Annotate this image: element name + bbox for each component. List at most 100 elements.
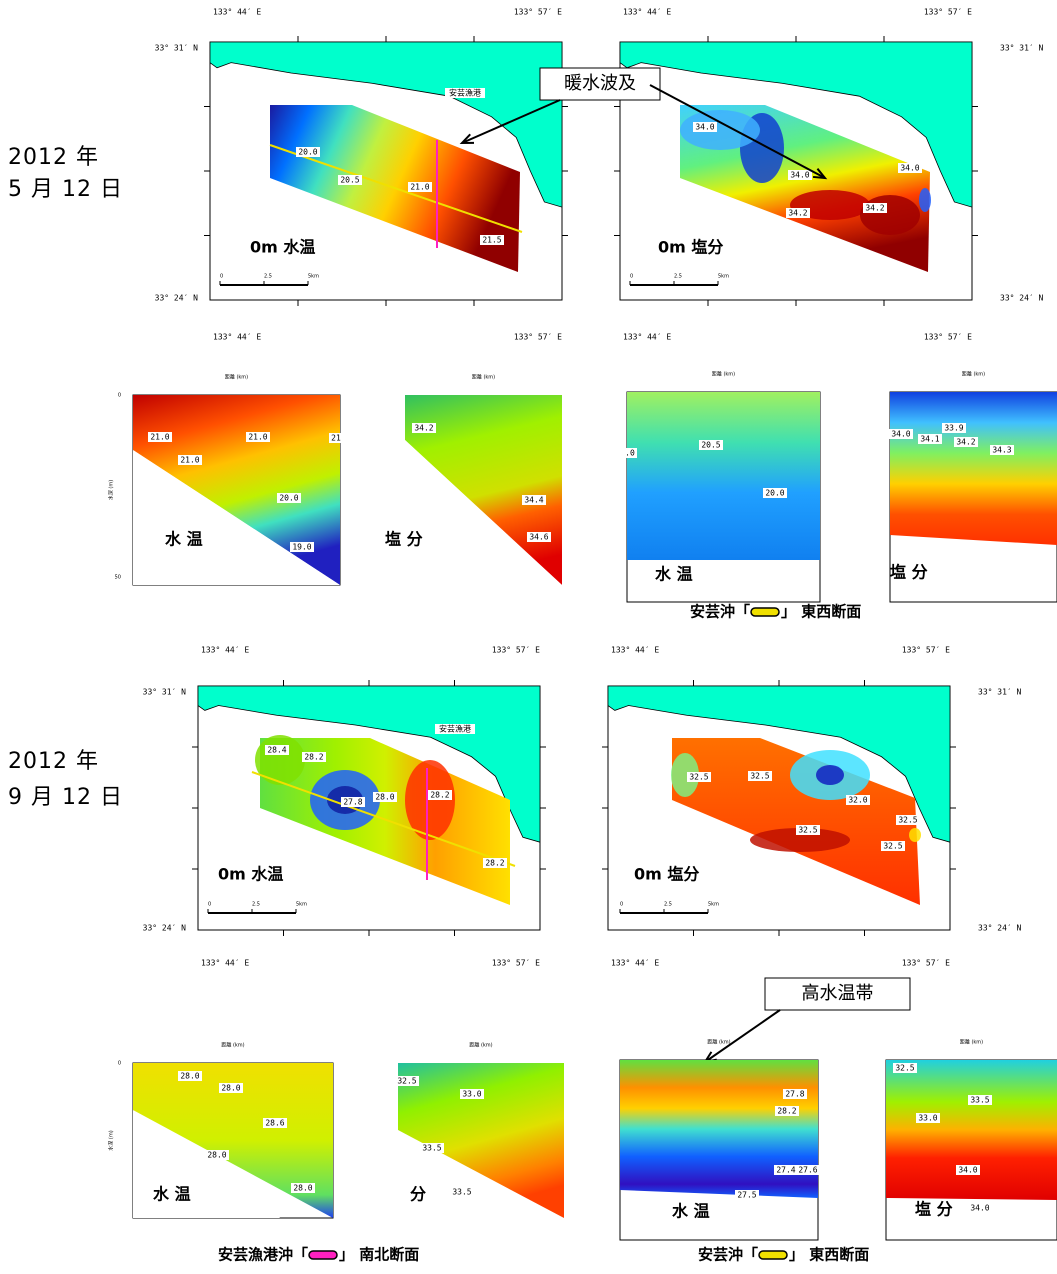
x-title: 距離 (km) xyxy=(962,371,985,378)
caption: 」 南北断面 xyxy=(339,1246,419,1264)
scale-label: 0 xyxy=(630,274,633,280)
caption: 」 東西断面 xyxy=(781,603,861,621)
contour-label: 34.0 xyxy=(970,1204,989,1213)
contour-label: 33.9 xyxy=(944,424,963,433)
contour-label: 32.5 xyxy=(898,816,917,825)
contour-label: 32.5 xyxy=(798,826,817,835)
profile-label: 塩 分 xyxy=(385,530,423,549)
contour-label: 32.5 xyxy=(689,773,708,782)
caption-symbol xyxy=(309,1251,337,1259)
contour-label: 28.2 xyxy=(777,1107,796,1116)
scale-label: 5km xyxy=(708,902,719,908)
contour-label: 21.0 xyxy=(150,433,169,442)
map-label: 0m 塩分 xyxy=(658,238,723,257)
scale-label: 5km xyxy=(718,274,729,280)
lat-label: 33° 24′ N xyxy=(155,294,199,303)
lat-label: 33° 24′ N xyxy=(143,924,187,933)
y-title: 水深 (m) xyxy=(108,480,115,500)
contour-label: 34.2 xyxy=(865,204,884,213)
depth-tick: 0 xyxy=(118,393,121,399)
x-title: 距離 (km) xyxy=(712,371,735,378)
field-patch xyxy=(909,828,921,842)
profile-field xyxy=(620,1060,818,1198)
contour-label: 34.2 xyxy=(788,209,807,218)
profile-label: 水 温 xyxy=(672,1202,710,1221)
field-patch xyxy=(816,765,844,785)
scale-label: 2.5 xyxy=(664,902,672,908)
scale-label: 5km xyxy=(308,274,319,280)
contour-label: 34.0 xyxy=(891,430,910,439)
x-title: 距離 (km) xyxy=(472,374,495,381)
y-title: 水深 (m) xyxy=(108,1130,115,1150)
contour-label: 28.0 xyxy=(180,1072,199,1081)
scale-label: 0 xyxy=(208,902,211,908)
contour-label: 34.2 xyxy=(414,424,433,433)
lat-label: 33° 31′ N xyxy=(155,44,199,53)
lon-label: 133° 57′ E xyxy=(924,8,972,17)
contour-label: 34.0 xyxy=(695,123,714,132)
caption: 」 東西断面 xyxy=(789,1246,869,1264)
contour-label: 27.8 xyxy=(785,1090,804,1099)
contour-label: 33.5 xyxy=(422,1144,441,1153)
lon-label: 133° 44′ E xyxy=(213,8,261,17)
contour-label: 33.0 xyxy=(462,1090,481,1099)
lon-label: 133° 44′ E xyxy=(213,333,261,342)
contour-label: 34.2 xyxy=(956,438,975,447)
contour-label: 28.4 xyxy=(267,746,286,755)
lon-label: 133° 57′ E xyxy=(924,333,972,342)
lat-label: 33° 31′ N xyxy=(978,688,1022,697)
field-patch xyxy=(919,188,931,212)
contour-label: 28.6 xyxy=(265,1119,284,1128)
scale-label: 0 xyxy=(620,902,623,908)
contour-label: 34.4 xyxy=(524,496,543,505)
profile-label: 水 温 xyxy=(153,1185,191,1204)
contour-label: 21.0 xyxy=(410,183,429,192)
contour-label: 32.5 xyxy=(750,772,769,781)
scale-label: 0 xyxy=(220,274,223,280)
contour-label: 27.4 xyxy=(776,1166,795,1175)
scale-label: 2.5 xyxy=(252,902,260,908)
contour-label: 19.0 xyxy=(292,543,311,552)
contour-label: 32.5 xyxy=(895,1064,914,1073)
contour-label: 28.0 xyxy=(221,1084,240,1093)
lon-label: 133° 44′ E xyxy=(201,646,249,655)
date-day: 9 月 12 日 xyxy=(8,785,123,810)
contour-label: 20.5 xyxy=(701,441,720,450)
contour-label: 28.0 xyxy=(293,1184,312,1193)
profile-field xyxy=(627,392,820,560)
caption: 安芸沖「 xyxy=(690,603,750,621)
field-patch xyxy=(860,195,920,235)
contour-label: 20.0 xyxy=(765,489,784,498)
lon-label: 133° 57′ E xyxy=(514,8,562,17)
port-label: 安芸漁港 xyxy=(449,88,481,98)
map-label: 0m 水温 xyxy=(218,865,283,884)
callout-text: 暖水波及 xyxy=(564,73,636,94)
arrow xyxy=(705,1010,780,1062)
profile-field xyxy=(890,392,1057,545)
lat-label: 33° 31′ N xyxy=(143,688,187,697)
scale-label: 5km xyxy=(296,902,307,908)
lon-label: 133° 57′ E xyxy=(514,333,562,342)
map-label: 0m 塩分 xyxy=(634,865,699,884)
caption-symbol xyxy=(751,608,779,616)
date-day: 5 月 12 日 xyxy=(8,177,123,202)
contour-label: 33.0 xyxy=(918,1114,937,1123)
contour-label: 28.2 xyxy=(304,753,323,762)
caption-symbol xyxy=(759,1251,787,1259)
field-patch xyxy=(255,735,305,785)
x-title: 距離 (km) xyxy=(225,374,248,381)
contour-label: 28.0 xyxy=(207,1151,226,1160)
contour-label: 33.5 xyxy=(970,1096,989,1105)
x-title: 距離 (km) xyxy=(960,1039,983,1046)
profile-label: 水 温 xyxy=(655,565,693,584)
map-label: 0m 水温 xyxy=(250,238,315,257)
figure: 2012 年5 月 12 日133° 44′ E133° 44′ E133° 5… xyxy=(0,0,1057,1274)
contour-label: 21.0 xyxy=(180,456,199,465)
lon-label: 133° 57′ E xyxy=(492,646,540,655)
lon-label: 133° 44′ E xyxy=(623,333,671,342)
profile-label: 分 xyxy=(410,1185,426,1204)
depth-tick: 0 xyxy=(118,1061,121,1067)
contour-label: 28.2 xyxy=(485,859,504,868)
contour-label: 32.5 xyxy=(397,1077,416,1086)
port-label: 安芸漁港 xyxy=(439,724,471,734)
